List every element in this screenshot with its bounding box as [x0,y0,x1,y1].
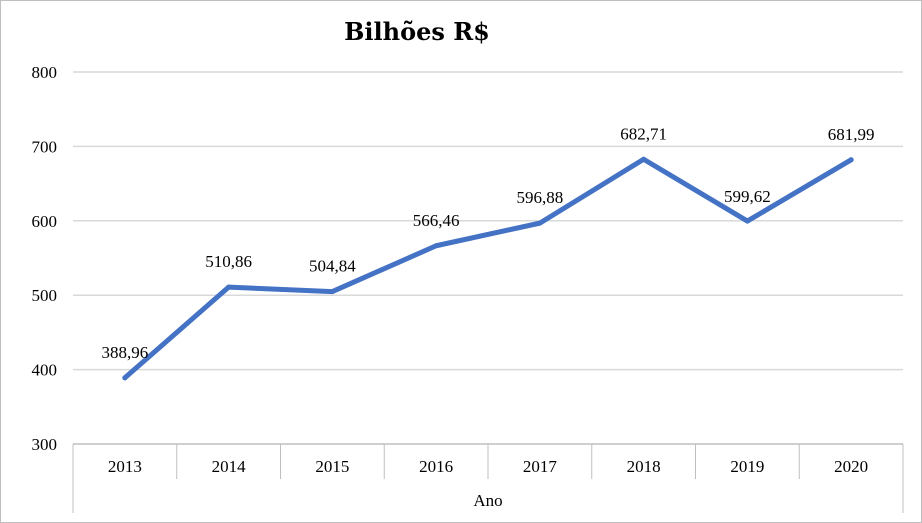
data-label: 510,86 [205,252,252,271]
data-label: 504,84 [309,257,356,276]
data-point [122,375,128,381]
x-tick-label: 2020 [834,457,868,476]
y-tick-label: 600 [32,212,58,231]
y-tick-label: 700 [32,137,58,156]
data-label: 596,88 [517,188,564,207]
data-label: 682,71 [620,124,667,143]
data-label: 599,62 [724,187,771,206]
y-axis-ticks: 300 400 500 600 700 800 [32,63,58,454]
series-line [122,156,854,381]
x-tick-label: 2014 [212,457,247,476]
data-label: 566,46 [413,211,460,230]
data-point [226,284,232,290]
x-axis-label: Ano [473,491,502,510]
series-group [122,156,854,381]
x-tick-label: 2018 [627,457,661,476]
x-tick-label: 2019 [730,457,764,476]
data-label: 388,96 [102,343,149,362]
y-tick-label: 300 [32,435,58,454]
y-tick-label: 500 [32,286,58,305]
data-point [537,220,543,226]
data-point [848,157,854,163]
x-tick-label: 2015 [315,457,349,476]
data-point [329,289,335,295]
data-point [744,218,750,224]
x-tick-label: 2013 [108,457,142,476]
grid-lines [73,71,903,371]
y-tick-label: 400 [32,361,58,380]
chart-title: Bilhões R$ [344,17,490,46]
data-label: 681,99 [828,125,875,144]
x-tick-label: 2016 [419,457,453,476]
y-tick-label: 800 [32,63,58,82]
x-tick-label: 2017 [523,457,558,476]
data-labels: 388,96 510,86 504,84 566,46 596,88 682,71 599,… [102,124,875,362]
x-axis: 2013 2014 2015 2016 2017 2018 2019 2020 [72,443,904,513]
data-point [641,156,647,162]
data-point [433,243,439,249]
